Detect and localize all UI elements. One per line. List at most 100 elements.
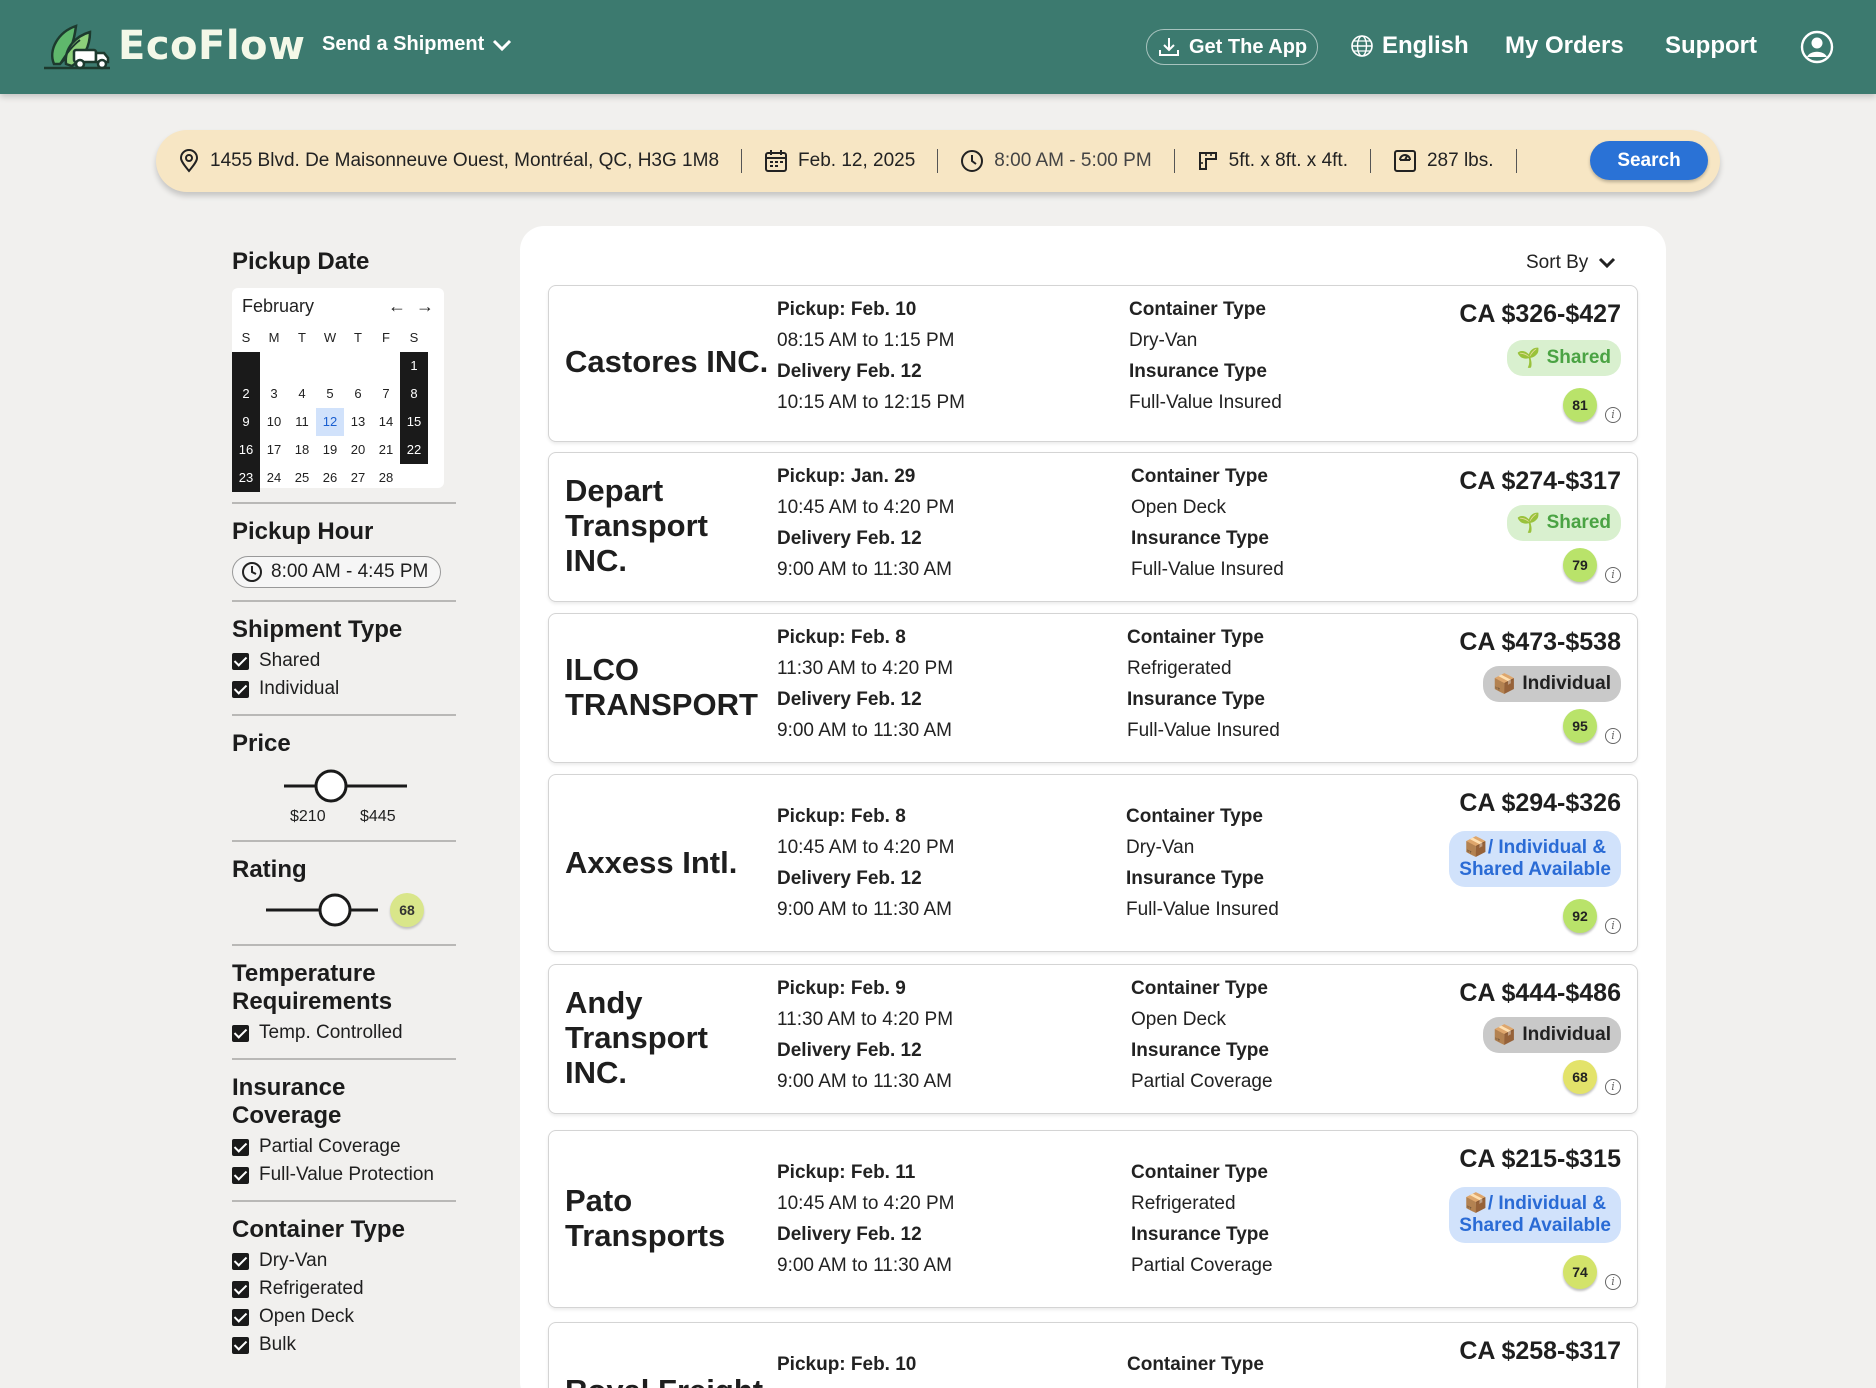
full-value-checkbox-row[interactable]: Full-Value Protection	[232, 1164, 456, 1186]
carrier-card[interactable]: Pato Transports Pickup: Feb. 11 10:45 AM…	[548, 1130, 1638, 1308]
calendar-day[interactable]: 23	[232, 464, 260, 492]
dry-van-checkbox-row[interactable]: Dry-Van	[232, 1250, 456, 1272]
container-type-value: Refrigerated	[1131, 1193, 1236, 1214]
time-window-field[interactable]: 8:00 AM - 5:00 PM	[960, 149, 1152, 173]
partial-coverage-checkbox-row[interactable]: Partial Coverage	[232, 1136, 456, 1158]
carrier-card[interactable]: Castores INC. Pickup: Feb. 10 08:15 AM t…	[548, 285, 1638, 442]
calendar-day[interactable]: 21	[378, 442, 394, 457]
send-shipment-menu[interactable]: Send a Shipment	[322, 33, 512, 56]
pickup-time: 08:15 AM to 1:15 PM	[777, 330, 955, 351]
calendar-day[interactable]: 3	[270, 386, 278, 401]
carrier-card[interactable]: Andy Transport INC. Pickup: Feb. 9 11:30…	[548, 964, 1638, 1114]
price-slider[interactable]: $210 $445	[232, 764, 456, 825]
badge-label: Individual	[1522, 673, 1611, 694]
info-icon[interactable]: i	[1605, 1274, 1621, 1290]
calendar-day[interactable]: 7	[382, 386, 390, 401]
weight-field[interactable]: 287 lbs.	[1393, 149, 1494, 173]
calendar-day[interactable]: 1	[400, 352, 428, 380]
checkbox-label: Dry-Van	[259, 1250, 328, 1271]
calendar-day[interactable]: 28	[378, 470, 394, 485]
info-icon[interactable]: i	[1605, 567, 1621, 583]
pickup-time: 10:45 AM to 4:20 PM	[777, 1193, 955, 1214]
calendar-day[interactable]: 5	[326, 386, 334, 401]
carrier-card[interactable]: Royal Freight Pickup: Feb. 10 Container …	[548, 1322, 1638, 1388]
calendar-day[interactable]: 6	[354, 386, 362, 401]
checkbox-checked[interactable]	[232, 1138, 249, 1156]
calendar-day-selected[interactable]: 12	[316, 408, 344, 436]
divider	[232, 1058, 456, 1060]
calendar-weekday-row: S M T W T F S	[232, 324, 444, 352]
slider-handle[interactable]	[314, 769, 348, 803]
calendar-day[interactable]: 11	[295, 414, 309, 429]
checkbox-checked[interactable]	[232, 1252, 249, 1270]
checkbox-checked[interactable]	[232, 1336, 249, 1354]
checkbox-checked[interactable]	[232, 1166, 249, 1184]
dimensions-field[interactable]: 5ft. x 8ft. x 4ft.	[1197, 150, 1348, 172]
results-panel: Sort By Castores INC. Pickup: Feb. 10 08…	[520, 226, 1666, 1388]
brand-logo[interactable]: EcoFlow	[40, 20, 305, 72]
rating-slider[interactable]: 68	[232, 890, 456, 934]
carrier-name: Castores INC.	[565, 344, 769, 379]
container-type-label: Container Type	[1127, 627, 1264, 648]
info-icon[interactable]: i	[1605, 728, 1621, 744]
calendar-day[interactable]: 24	[266, 470, 282, 485]
calendar-day[interactable]: 20	[350, 442, 366, 457]
open-deck-checkbox-row[interactable]: Open Deck	[232, 1306, 456, 1328]
calendar-week-row: 16 17 18 19 20 21 22	[232, 436, 444, 464]
carrier-card[interactable]: Axxess Intl. Pickup: Feb. 8 10:45 AM to …	[548, 774, 1638, 952]
my-orders-link[interactable]: My Orders	[1505, 32, 1624, 60]
calendar-day[interactable]: 9	[232, 408, 260, 436]
info-icon[interactable]: i	[1605, 407, 1621, 423]
checkbox-checked[interactable]	[232, 1308, 249, 1326]
sort-by-dropdown[interactable]: Sort By	[1526, 252, 1616, 274]
calendar-day[interactable]: 17	[266, 442, 282, 457]
refrigerated-checkbox-row[interactable]: Refrigerated	[232, 1278, 456, 1300]
shared-checkbox-row[interactable]: Shared	[232, 650, 456, 672]
brand-name: EcoFlow	[118, 23, 306, 69]
arrow-right-icon[interactable]: →	[416, 296, 434, 316]
support-link[interactable]: Support	[1665, 32, 1757, 60]
date-field[interactable]: Feb. 12, 2025	[764, 149, 915, 173]
language-selector[interactable]: English	[1350, 32, 1469, 60]
calendar-day[interactable]: 26	[322, 470, 338, 485]
address-field[interactable]: 1455 Blvd. De Maisonneuve Ouest, Montréa…	[178, 149, 719, 173]
checkbox-checked[interactable]	[232, 680, 249, 698]
slider-handle[interactable]	[318, 893, 352, 927]
bulk-checkbox-row[interactable]: Bulk	[232, 1334, 456, 1356]
checkbox-checked[interactable]	[232, 1280, 249, 1298]
checkbox-checked[interactable]	[232, 652, 249, 670]
info-icon[interactable]: i	[1605, 918, 1621, 934]
calendar-day[interactable]: 4	[298, 386, 306, 401]
calendar-day[interactable]: 15	[400, 408, 428, 436]
temp-controlled-checkbox-row[interactable]: Temp. Controlled	[232, 1022, 456, 1044]
info-icon[interactable]: i	[1605, 1079, 1621, 1095]
pickup-date: Pickup: Jan. 29	[777, 466, 916, 487]
chevron-down-icon	[1599, 257, 1616, 269]
price-title: Price	[232, 730, 291, 757]
calendar-day[interactable]: 2	[232, 380, 260, 408]
carrier-card[interactable]: ILCO TRANSPORT Pickup: Feb. 8 11:30 AM t…	[548, 613, 1638, 763]
calendar-day[interactable]: 27	[350, 470, 366, 485]
weekday-label: M	[268, 330, 280, 345]
checkbox-checked[interactable]	[232, 1024, 249, 1042]
user-profile-icon[interactable]	[1800, 30, 1834, 64]
calendar-day[interactable]: 14	[378, 414, 394, 429]
calendar-day[interactable]: 22	[400, 436, 428, 464]
calendar-day[interactable]: 18	[294, 442, 310, 457]
calendar-icon	[765, 150, 788, 172]
arrow-left-icon[interactable]: ←	[388, 296, 406, 316]
calendar-day[interactable]: 25	[294, 470, 310, 485]
container-type-label: Container Type	[1126, 806, 1263, 827]
search-button[interactable]: Search	[1590, 141, 1708, 180]
calendar-day[interactable]: 8	[400, 380, 428, 408]
insurance-type-value: Full-Value Insured	[1127, 720, 1280, 741]
calendar-day[interactable]: 13	[350, 414, 366, 429]
pickup-hour-selector[interactable]: 8:00 AM - 4:45 PM	[232, 556, 442, 588]
get-the-app-button[interactable]: Get The App	[1146, 29, 1319, 65]
carrier-card[interactable]: Depart Transport INC. Pickup: Jan. 29 10…	[548, 452, 1638, 602]
calendar-day[interactable]: 19	[322, 442, 338, 457]
calendar-day[interactable]: 10	[266, 414, 282, 429]
individual-checkbox-row[interactable]: Individual	[232, 678, 456, 700]
delivery-time: 9:00 AM to 11:30 AM	[777, 559, 952, 580]
calendar-day[interactable]: 16	[232, 436, 260, 464]
